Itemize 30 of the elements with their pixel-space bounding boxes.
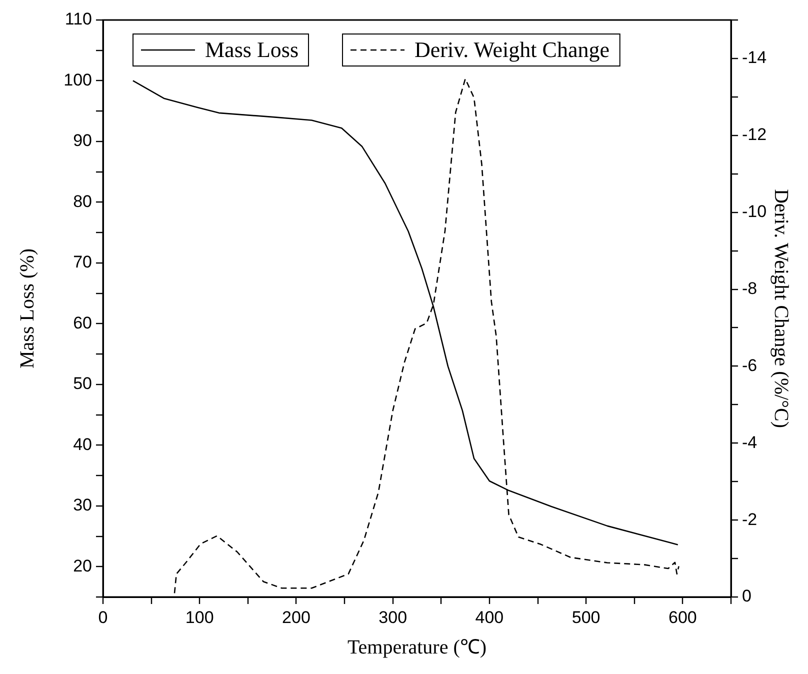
- y2-tick-label: -14: [742, 48, 767, 68]
- x-tick-label: 500: [572, 608, 600, 627]
- y-tick-label: 80: [73, 192, 92, 211]
- y2-tick-label: -6: [742, 356, 758, 375]
- y2-tick-label: -10: [742, 202, 767, 222]
- x-tick-label: 0: [98, 608, 108, 627]
- y-tick-label: 30: [73, 496, 92, 515]
- x-tick-label: 600: [668, 608, 697, 627]
- y2-tick-label: -12: [742, 125, 767, 144]
- y-tick-label: 60: [73, 313, 92, 332]
- y2-tick-label: -4: [742, 432, 758, 452]
- y-tick-label: 20: [73, 556, 92, 576]
- y-tick-label: 70: [73, 252, 92, 272]
- y-tick-label: 110: [64, 10, 92, 29]
- y-tick-label: 100: [64, 70, 92, 90]
- x-tick-label: 300: [378, 608, 408, 627]
- x-axis-title: Temperature (℃): [347, 636, 487, 658]
- y-axis-title: Mass Loss (%): [16, 248, 38, 368]
- x-tick-label: 100: [185, 608, 214, 627]
- y2-tick-label: -8: [742, 278, 758, 298]
- x-tick-label: 400: [475, 608, 504, 627]
- y-tick-label: 50: [73, 374, 92, 394]
- y2-tick-label: -2: [742, 510, 758, 529]
- y-tick-label: 90: [73, 131, 92, 150]
- x-tick-label: 200: [282, 608, 310, 627]
- legend-label: Mass Loss: [205, 36, 299, 62]
- y-tick-label: 40: [73, 434, 92, 454]
- y2-axis-title: Deriv. Weight Change (%/°C): [770, 188, 792, 428]
- legend-label: Deriv. Weight Change: [414, 36, 610, 62]
- y2-tick-label: 0: [742, 586, 752, 606]
